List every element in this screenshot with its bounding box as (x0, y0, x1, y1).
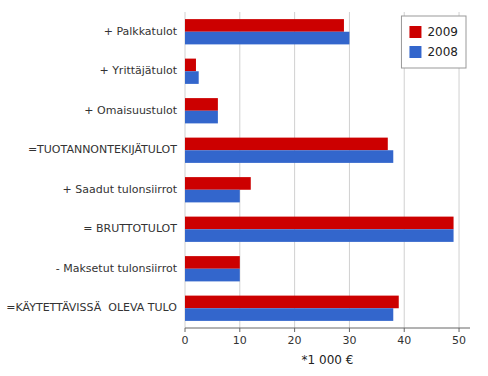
grid-line (294, 12, 295, 328)
bar (185, 229, 454, 242)
tick-label: 30 (342, 334, 356, 347)
category-label: + Saadut tulonsiirrot (63, 183, 178, 196)
x-axis-label: *1 000 € (302, 353, 354, 367)
bar (185, 19, 344, 32)
category-label: + Yrittäjätulot (99, 64, 177, 77)
legend-swatch (409, 46, 421, 58)
bar (185, 190, 240, 203)
tick-mark (185, 328, 186, 332)
category-label: - Maksetut tulonsiirrot (56, 262, 178, 275)
category-label: + Palkkatulot (104, 25, 178, 38)
y-axis-labels: =KÄYTETTÄVISSÄ OLEVA TULO - Maksetut tulo… (6, 25, 177, 315)
bar (185, 71, 199, 84)
tick-label: 50 (452, 334, 466, 347)
bar (185, 296, 399, 309)
x-axis-line (185, 328, 470, 329)
legend-label: 2008 (427, 45, 458, 59)
legend-frame (401, 16, 466, 68)
tick-label: 10 (233, 334, 247, 347)
legend: 2009 2008 (401, 16, 466, 68)
tick-mark (349, 328, 350, 332)
bar (185, 217, 454, 230)
tick-label: 40 (397, 334, 411, 347)
tick-label: 20 (288, 334, 302, 347)
x-axis: 0 10 20 30 40 50 (182, 328, 471, 347)
tick-label: 0 (182, 334, 189, 347)
tick-mark (404, 328, 405, 332)
bar (185, 138, 388, 151)
legend-swatch (409, 26, 421, 38)
bar (185, 150, 393, 163)
tick-mark (239, 328, 240, 332)
category-label: + Omaisuustulot (84, 104, 177, 117)
bar (185, 256, 240, 269)
bar (185, 111, 218, 124)
bar (185, 308, 393, 321)
bar (185, 177, 251, 190)
grid-line (349, 12, 350, 328)
bar (185, 269, 240, 282)
bar (185, 59, 196, 72)
legend-label: 2009 (427, 25, 458, 39)
bar (185, 98, 218, 111)
bar (185, 32, 349, 45)
category-label: = BRUTTOTULOT (83, 222, 177, 235)
category-label: =TUOTANNONTEKIJÄTULOT (28, 143, 177, 156)
tick-mark (459, 328, 460, 332)
tick-mark (294, 328, 295, 332)
category-label: =KÄYTETTÄVISSÄ OLEVA TULO (6, 301, 177, 314)
chart: =KÄYTETTÄVISSÄ OLEVA TULO - Maksetut tulo… (0, 0, 488, 376)
